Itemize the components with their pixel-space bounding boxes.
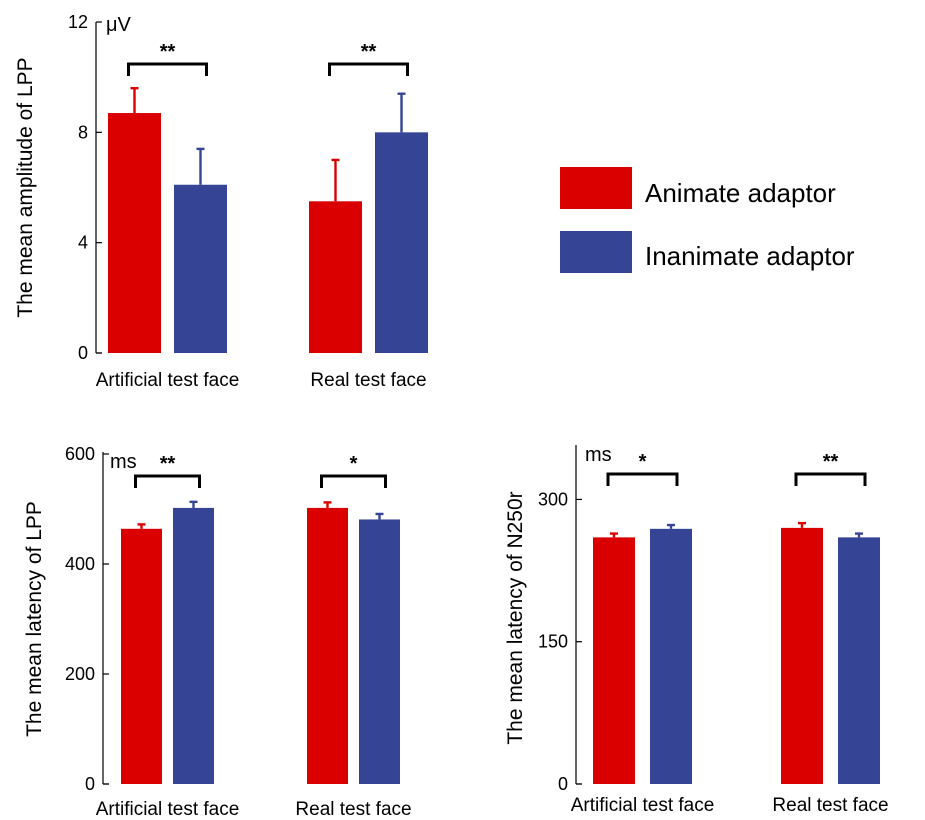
bar <box>121 528 162 784</box>
chart-lpp-latency: 0 200 400 600 ms The mean latency of LPP Artif… <box>23 444 412 820</box>
significance-bracket <box>127 62 208 76</box>
bar <box>309 201 362 353</box>
bar <box>375 132 428 353</box>
chart-n250r-latency: 0 150 300 ms The mean latency of N250r Artifi… <box>504 444 889 816</box>
y-axis-title: The mean latency of N250r <box>504 491 527 744</box>
significance-bracket <box>606 472 679 486</box>
category-label: Artificial test face <box>96 370 240 391</box>
legend-label-animate: Animate adaptor <box>645 178 836 208</box>
legend-swatch-animate <box>560 167 632 209</box>
bar <box>108 113 161 354</box>
bar <box>173 507 214 784</box>
unit-label: ms <box>585 444 612 466</box>
category-label: Artificial test face <box>96 799 240 820</box>
category-label: Real test face <box>295 799 411 820</box>
y-tick-label: 8 <box>78 122 88 142</box>
unit-label: ms <box>110 451 137 473</box>
category-label: Real test face <box>310 370 426 391</box>
bar <box>593 537 635 784</box>
bar <box>781 527 823 784</box>
significance-bracket <box>328 62 409 76</box>
y-tick-label: 4 <box>78 233 88 253</box>
y-tick-label: 0 <box>558 774 568 794</box>
significance-label: * <box>639 451 647 473</box>
y-tick-label: 150 <box>538 632 568 652</box>
significance-bracket <box>794 472 867 486</box>
significance-bracket <box>134 474 201 488</box>
y-axis-title: The mean latency of LPP <box>23 501 46 737</box>
y-axis-title: The mean amplitude of LPP <box>14 57 37 317</box>
bar <box>359 519 400 784</box>
y-tick-label: 12 <box>68 12 88 32</box>
y-tick-label: 300 <box>538 489 568 509</box>
significance-label: * <box>350 453 358 475</box>
significance-label: ** <box>823 451 839 473</box>
legend-swatch-inanimate <box>560 231 632 273</box>
bar <box>307 507 348 784</box>
y-tick-label: 0 <box>78 343 88 363</box>
significance-label: ** <box>361 41 377 63</box>
bar <box>650 528 692 784</box>
category-label: Real test face <box>772 795 888 816</box>
category-label: Artificial test face <box>571 795 715 816</box>
y-tick-label: 600 <box>65 444 95 464</box>
legend: Animate adaptor Inanimate adaptor <box>560 167 855 273</box>
y-tick-label: 400 <box>65 554 95 574</box>
legend-label-inanimate: Inanimate adaptor <box>645 241 855 271</box>
significance-label: ** <box>160 453 176 475</box>
significance-label: ** <box>160 41 176 63</box>
bar <box>838 537 880 784</box>
y-tick-label: 200 <box>65 664 95 684</box>
bar <box>174 184 227 353</box>
chart-lpp-amplitude: 0 4 8 12 μV The mean amplitude of LPP Artifici… <box>14 12 428 391</box>
y-tick-label: 0 <box>85 774 95 794</box>
significance-bracket <box>320 474 387 488</box>
unit-label: μV <box>106 14 132 36</box>
